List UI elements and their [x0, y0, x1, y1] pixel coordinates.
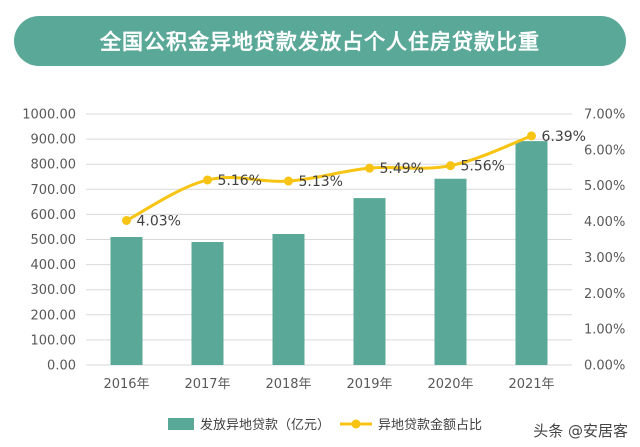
left-tick-label: 0.00 [47, 359, 76, 374]
right-tick-label: 5.00% [584, 179, 625, 194]
line-point [122, 215, 131, 225]
right-tick-label: 7.00% [584, 108, 625, 123]
line-point [284, 176, 293, 186]
bar [515, 141, 548, 365]
right-tick-label: 1.00% [584, 323, 625, 338]
line-point [527, 131, 536, 141]
right-tick-label: 0.00% [584, 359, 625, 374]
legend-bar-swatch [168, 418, 194, 430]
bar [434, 178, 467, 365]
left-tick-label: 800.00 [31, 158, 77, 173]
data-label: 5.56% [461, 159, 505, 175]
line-path [125, 134, 533, 222]
left-tick-label: 400.00 [31, 258, 77, 273]
left-tick-label: 200.00 [31, 308, 77, 323]
left-tick-label: 1000.00 [22, 108, 76, 123]
watermark: 头条 @安居客 [533, 422, 628, 440]
bar [110, 236, 143, 365]
line-point [365, 163, 374, 173]
chart-title: 全国公积金异地贷款发放占个人住房贷款比重 [100, 30, 540, 54]
data-label: 5.13% [299, 174, 343, 190]
x-tick-label: 2021年 [508, 377, 554, 392]
data-label: 4.03% [137, 213, 181, 229]
data-label: 5.16% [218, 173, 262, 189]
right-tick-label: 4.00% [584, 215, 625, 230]
legend-line-label: 异地贷款金额占比 [378, 417, 482, 433]
line-point [203, 175, 212, 185]
left-tick-label: 300.00 [31, 283, 77, 298]
right-tick-label: 3.00% [584, 251, 625, 266]
x-axis: 2016年 2017年 2018年 2019年 2020年 2021年 [103, 377, 554, 392]
bar [272, 233, 305, 365]
bar-series [110, 141, 548, 365]
legend: 发放异地贷款（亿元） 异地贷款金额占比 [168, 417, 482, 433]
left-tick-label: 600.00 [31, 208, 77, 223]
bar [353, 198, 386, 365]
right-tick-label: 6.00% [584, 143, 625, 158]
left-tick-label: 900.00 [31, 133, 77, 148]
gridlines [86, 113, 572, 366]
bar [191, 242, 224, 365]
x-tick-label: 2016年 [103, 377, 149, 392]
data-label: 6.39% [542, 129, 586, 145]
x-tick-label: 2017年 [184, 377, 230, 392]
data-label: 5.49% [380, 161, 424, 177]
left-tick-label: 500.00 [31, 233, 77, 248]
right-axis: 0.00% 1.00% 2.00% 3.00% 4.00% 5.00% 6.00% 7.00% [584, 108, 625, 374]
legend-line-marker [351, 419, 361, 429]
x-tick-label: 2020年 [427, 377, 473, 392]
left-tick-label: 100.00 [31, 333, 77, 348]
line-point [446, 161, 455, 171]
line-series: 4.03% 5.16% 5.13% 5.49% 5.56% 6.39% [122, 129, 586, 229]
legend-bar-label: 发放异地贷款（亿元） [200, 417, 330, 433]
x-tick-label: 2019年 [346, 377, 392, 392]
left-axis: 0.00 100.00 200.00 300.00 400.00 500.00 600.00… [22, 108, 76, 374]
right-tick-label: 2.00% [584, 287, 625, 302]
x-tick-label: 2018年 [265, 377, 311, 392]
left-tick-label: 700.00 [31, 183, 77, 198]
chart-title-banner: 全国公积金异地贷款发放占个人住房贷款比重 [14, 16, 626, 66]
